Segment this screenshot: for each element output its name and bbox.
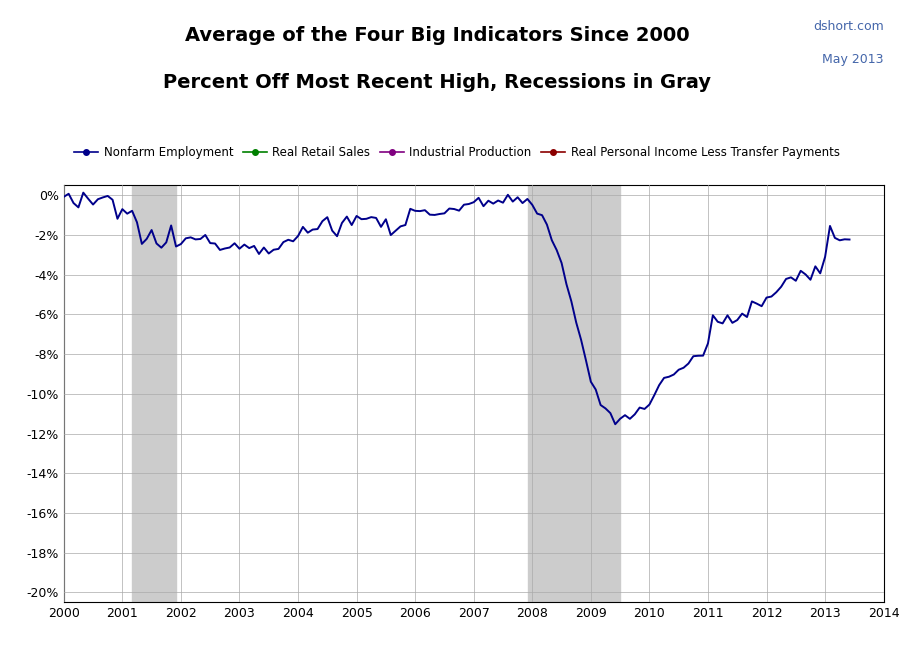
- Text: Average of the Four Big Indicators Since 2000: Average of the Four Big Indicators Since…: [185, 26, 690, 46]
- Text: May 2013: May 2013: [822, 53, 884, 66]
- Legend: Nonfarm Employment, Real Retail Sales, Industrial Production, Real Personal Inco: Nonfarm Employment, Real Retail Sales, I…: [69, 141, 844, 164]
- Bar: [132, 185, 176, 602]
- Text: dshort.com: dshort.com: [813, 20, 884, 33]
- Bar: [527, 185, 620, 602]
- Text: Percent Off Most Recent High, Recessions in Gray: Percent Off Most Recent High, Recessions…: [163, 73, 711, 92]
